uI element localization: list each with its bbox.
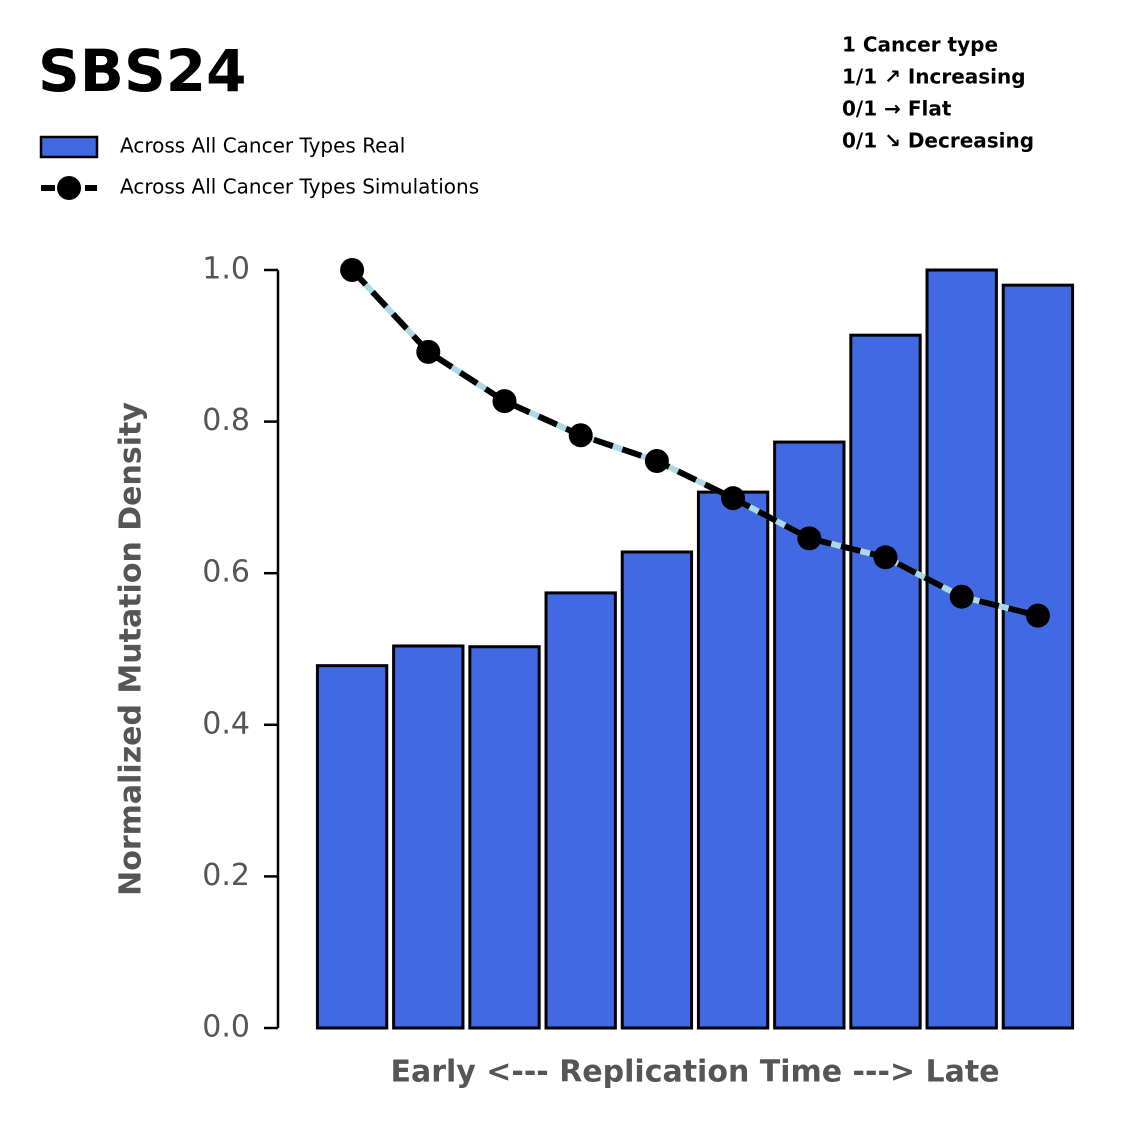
line-marker [1025, 603, 1050, 628]
bar [1001, 283, 1075, 1030]
y-tick-label: 0.6 [202, 555, 250, 590]
line-marker [873, 545, 898, 570]
y-tick-label: 0.8 [202, 403, 250, 438]
y-tick-label: 0.4 [202, 706, 250, 741]
line-marker [644, 449, 669, 474]
bar [620, 550, 694, 1030]
chart-title: SBS24 [38, 37, 246, 105]
y-axis-label: Normalized Mutation Density [114, 402, 149, 896]
bar [468, 645, 541, 1030]
annotation: 0/1 → Flat [842, 97, 952, 121]
legend-label: Across All Cancer Types Real [120, 134, 405, 158]
legend-swatch [39, 135, 99, 159]
bar [544, 591, 617, 1030]
line-marker [721, 486, 746, 511]
legend-swatch [57, 176, 81, 200]
bar [925, 268, 998, 1030]
line-marker [492, 389, 517, 414]
line-marker [416, 339, 441, 364]
annotation: 1 Cancer type [842, 33, 998, 57]
bar [315, 664, 389, 1030]
line-marker [797, 526, 822, 551]
bar [392, 644, 465, 1030]
line-marker [949, 584, 974, 609]
annotation: 0/1 ↘ Decreasing [842, 129, 1034, 153]
line-marker [340, 258, 365, 282]
y-tick-label: 1.0 [202, 252, 250, 287]
bar [849, 333, 922, 1030]
legend-label: Across All Cancer Types Simulations [120, 175, 479, 199]
line [349, 267, 1039, 619]
y-tick-label: 0.0 [202, 1010, 250, 1045]
annotation: 1/1 ↗ Increasing [842, 65, 1026, 89]
line-marker [568, 423, 593, 448]
x-axis-label: Early <--- Replication Time ---> Late [390, 1055, 999, 1090]
bar [696, 490, 770, 1030]
y-tick-label: 0.2 [202, 858, 250, 893]
